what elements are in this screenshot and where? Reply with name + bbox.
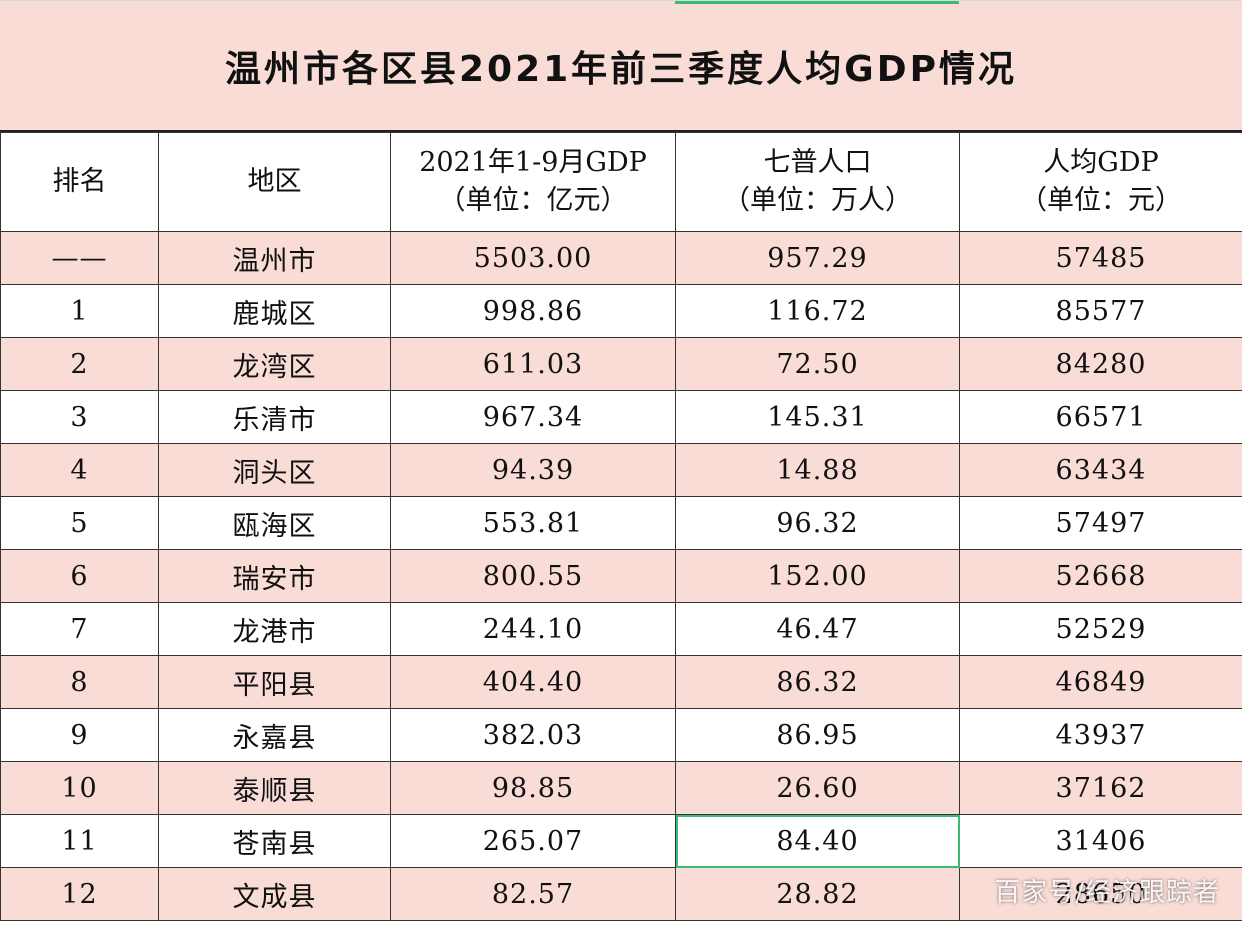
- cell-region[interactable]: 洞头区: [158, 443, 391, 497]
- cell-region[interactable]: 乐清市: [158, 390, 391, 444]
- cell-per-capita[interactable]: 37162: [959, 761, 1242, 815]
- cell-region[interactable]: 永嘉县: [158, 708, 391, 762]
- cell-population[interactable]: 84.40: [675, 814, 960, 868]
- table-row: 10 泰顺县 98.85 26.60 37162: [0, 761, 1242, 815]
- cell-gdp[interactable]: 553.81: [390, 496, 676, 550]
- cell-region[interactable]: 平阳县: [158, 655, 391, 709]
- cell-rank[interactable]: 8: [0, 655, 159, 709]
- cell-gdp[interactable]: 265.07: [390, 814, 676, 868]
- cell-gdp[interactable]: 611.03: [390, 337, 676, 391]
- cell-per-capita[interactable]: 52529: [959, 602, 1242, 656]
- cell-rank[interactable]: 5: [0, 496, 159, 550]
- cell-per-capita[interactable]: 43937: [959, 708, 1242, 762]
- cell-region[interactable]: 文成县: [158, 867, 391, 921]
- table-row: 8 平阳县 404.40 86.32 46849: [0, 655, 1242, 709]
- cell-rank[interactable]: 2: [0, 337, 159, 391]
- cell-region[interactable]: 鹿城区: [158, 284, 391, 338]
- header-row: 排名 地区 2021年1-9月GDP （单位：亿元） 七普人口 （单位：万人） 人均…: [0, 132, 1242, 232]
- cell-population[interactable]: 86.95: [675, 708, 960, 762]
- table-row: 6 瑞安市 800.55 152.00 52668: [0, 549, 1242, 603]
- cell-per-capita[interactable]: 84280: [959, 337, 1242, 391]
- cell-per-capita[interactable]: 57497: [959, 496, 1242, 550]
- cell-per-capita[interactable]: 57485: [959, 231, 1242, 285]
- table-row: 3 乐清市 967.34 145.31 66571: [0, 390, 1242, 444]
- cell-rank[interactable]: 10: [0, 761, 159, 815]
- table-row: 9 永嘉县 382.03 86.95 43937: [0, 708, 1242, 762]
- table-row: 2 龙湾区 611.03 72.50 84280: [0, 337, 1242, 391]
- cell-gdp[interactable]: 244.10: [390, 602, 676, 656]
- cell-per-capita[interactable]: 66571: [959, 390, 1242, 444]
- cell-population[interactable]: 28.82: [675, 867, 960, 921]
- cell-population[interactable]: 72.50: [675, 337, 960, 391]
- cell-population[interactable]: 145.31: [675, 390, 960, 444]
- cell-per-capita[interactable]: 28650: [959, 867, 1242, 921]
- header-region[interactable]: 地区: [158, 132, 391, 232]
- cell-region[interactable]: 瑞安市: [158, 549, 391, 603]
- header-gdp[interactable]: 2021年1-9月GDP （单位：亿元）: [390, 132, 676, 232]
- table-body: —— 温州市 5503.00 957.29 57485 1 鹿城区 998.86 116.72 8…: [0, 231, 1242, 921]
- cell-per-capita[interactable]: 46849: [959, 655, 1242, 709]
- cell-rank[interactable]: 9: [0, 708, 159, 762]
- cell-rank[interactable]: 12: [0, 867, 159, 921]
- table-row: 1 鹿城区 998.86 116.72 85577: [0, 284, 1242, 338]
- cell-region[interactable]: 龙港市: [158, 602, 391, 656]
- header-rank[interactable]: 排名: [0, 132, 159, 232]
- cell-population[interactable]: 86.32: [675, 655, 960, 709]
- table-title: 温州市各区县2021年前三季度人均GDP情况: [224, 48, 1017, 90]
- cell-per-capita[interactable]: 52668: [959, 549, 1242, 603]
- cell-rank[interactable]: 6: [0, 549, 159, 603]
- cell-rank[interactable]: 11: [0, 814, 159, 868]
- cell-gdp[interactable]: 998.86: [390, 284, 676, 338]
- cell-per-capita[interactable]: 85577: [959, 284, 1242, 338]
- gdp-table: 排名 地区 2021年1-9月GDP （单位：亿元） 七普人口 （单位：万人） 人均…: [0, 132, 1242, 921]
- cell-gdp[interactable]: 404.40: [390, 655, 676, 709]
- cell-region[interactable]: 泰顺县: [158, 761, 391, 815]
- watermark: 百家号/经济跟踪者: [994, 878, 1220, 908]
- cell-per-capita[interactable]: 31406: [959, 814, 1242, 868]
- table-row: 12 文成县 82.57 28.82 28650: [0, 867, 1242, 921]
- cell-gdp[interactable]: 800.55: [390, 549, 676, 603]
- cell-gdp[interactable]: 98.85: [390, 761, 676, 815]
- cell-population[interactable]: 96.32: [675, 496, 960, 550]
- cell-population[interactable]: 26.60: [675, 761, 960, 815]
- cell-rank[interactable]: ——: [0, 231, 159, 285]
- cell-gdp[interactable]: 5503.00: [390, 231, 676, 285]
- cell-region[interactable]: 温州市: [158, 231, 391, 285]
- cell-population[interactable]: 957.29: [675, 231, 960, 285]
- table-row: 11 苍南县 265.07 84.40 31406: [0, 814, 1242, 868]
- header-population[interactable]: 七普人口 （单位：万人）: [675, 132, 960, 232]
- cell-population[interactable]: 46.47: [675, 602, 960, 656]
- title-cell[interactable]: 温州市各区县2021年前三季度人均GDP情况: [0, 0, 1242, 132]
- cell-rank[interactable]: 1: [0, 284, 159, 338]
- cell-population[interactable]: 116.72: [675, 284, 960, 338]
- table-row: 5 瓯海区 553.81 96.32 57497: [0, 496, 1242, 550]
- cell-region[interactable]: 瓯海区: [158, 496, 391, 550]
- cell-rank[interactable]: 4: [0, 443, 159, 497]
- cell-region[interactable]: 苍南县: [158, 814, 391, 868]
- cell-rank[interactable]: 3: [0, 390, 159, 444]
- cell-population[interactable]: 14.88: [675, 443, 960, 497]
- cell-population[interactable]: 152.00: [675, 549, 960, 603]
- cell-rank[interactable]: 7: [0, 602, 159, 656]
- selection-indicator: [675, 1, 959, 4]
- cell-gdp[interactable]: 382.03: [390, 708, 676, 762]
- cell-gdp[interactable]: 967.34: [390, 390, 676, 444]
- table-row: 7 龙港市 244.10 46.47 52529: [0, 602, 1242, 656]
- cell-per-capita[interactable]: 63434: [959, 443, 1242, 497]
- cell-gdp[interactable]: 94.39: [390, 443, 676, 497]
- cell-region[interactable]: 龙湾区: [158, 337, 391, 391]
- header-per-capita[interactable]: 人均GDP （单位：元）: [959, 132, 1242, 232]
- table-row: —— 温州市 5503.00 957.29 57485: [0, 231, 1242, 285]
- table-row: 4 洞头区 94.39 14.88 63434: [0, 443, 1242, 497]
- cell-gdp[interactable]: 82.57: [390, 867, 676, 921]
